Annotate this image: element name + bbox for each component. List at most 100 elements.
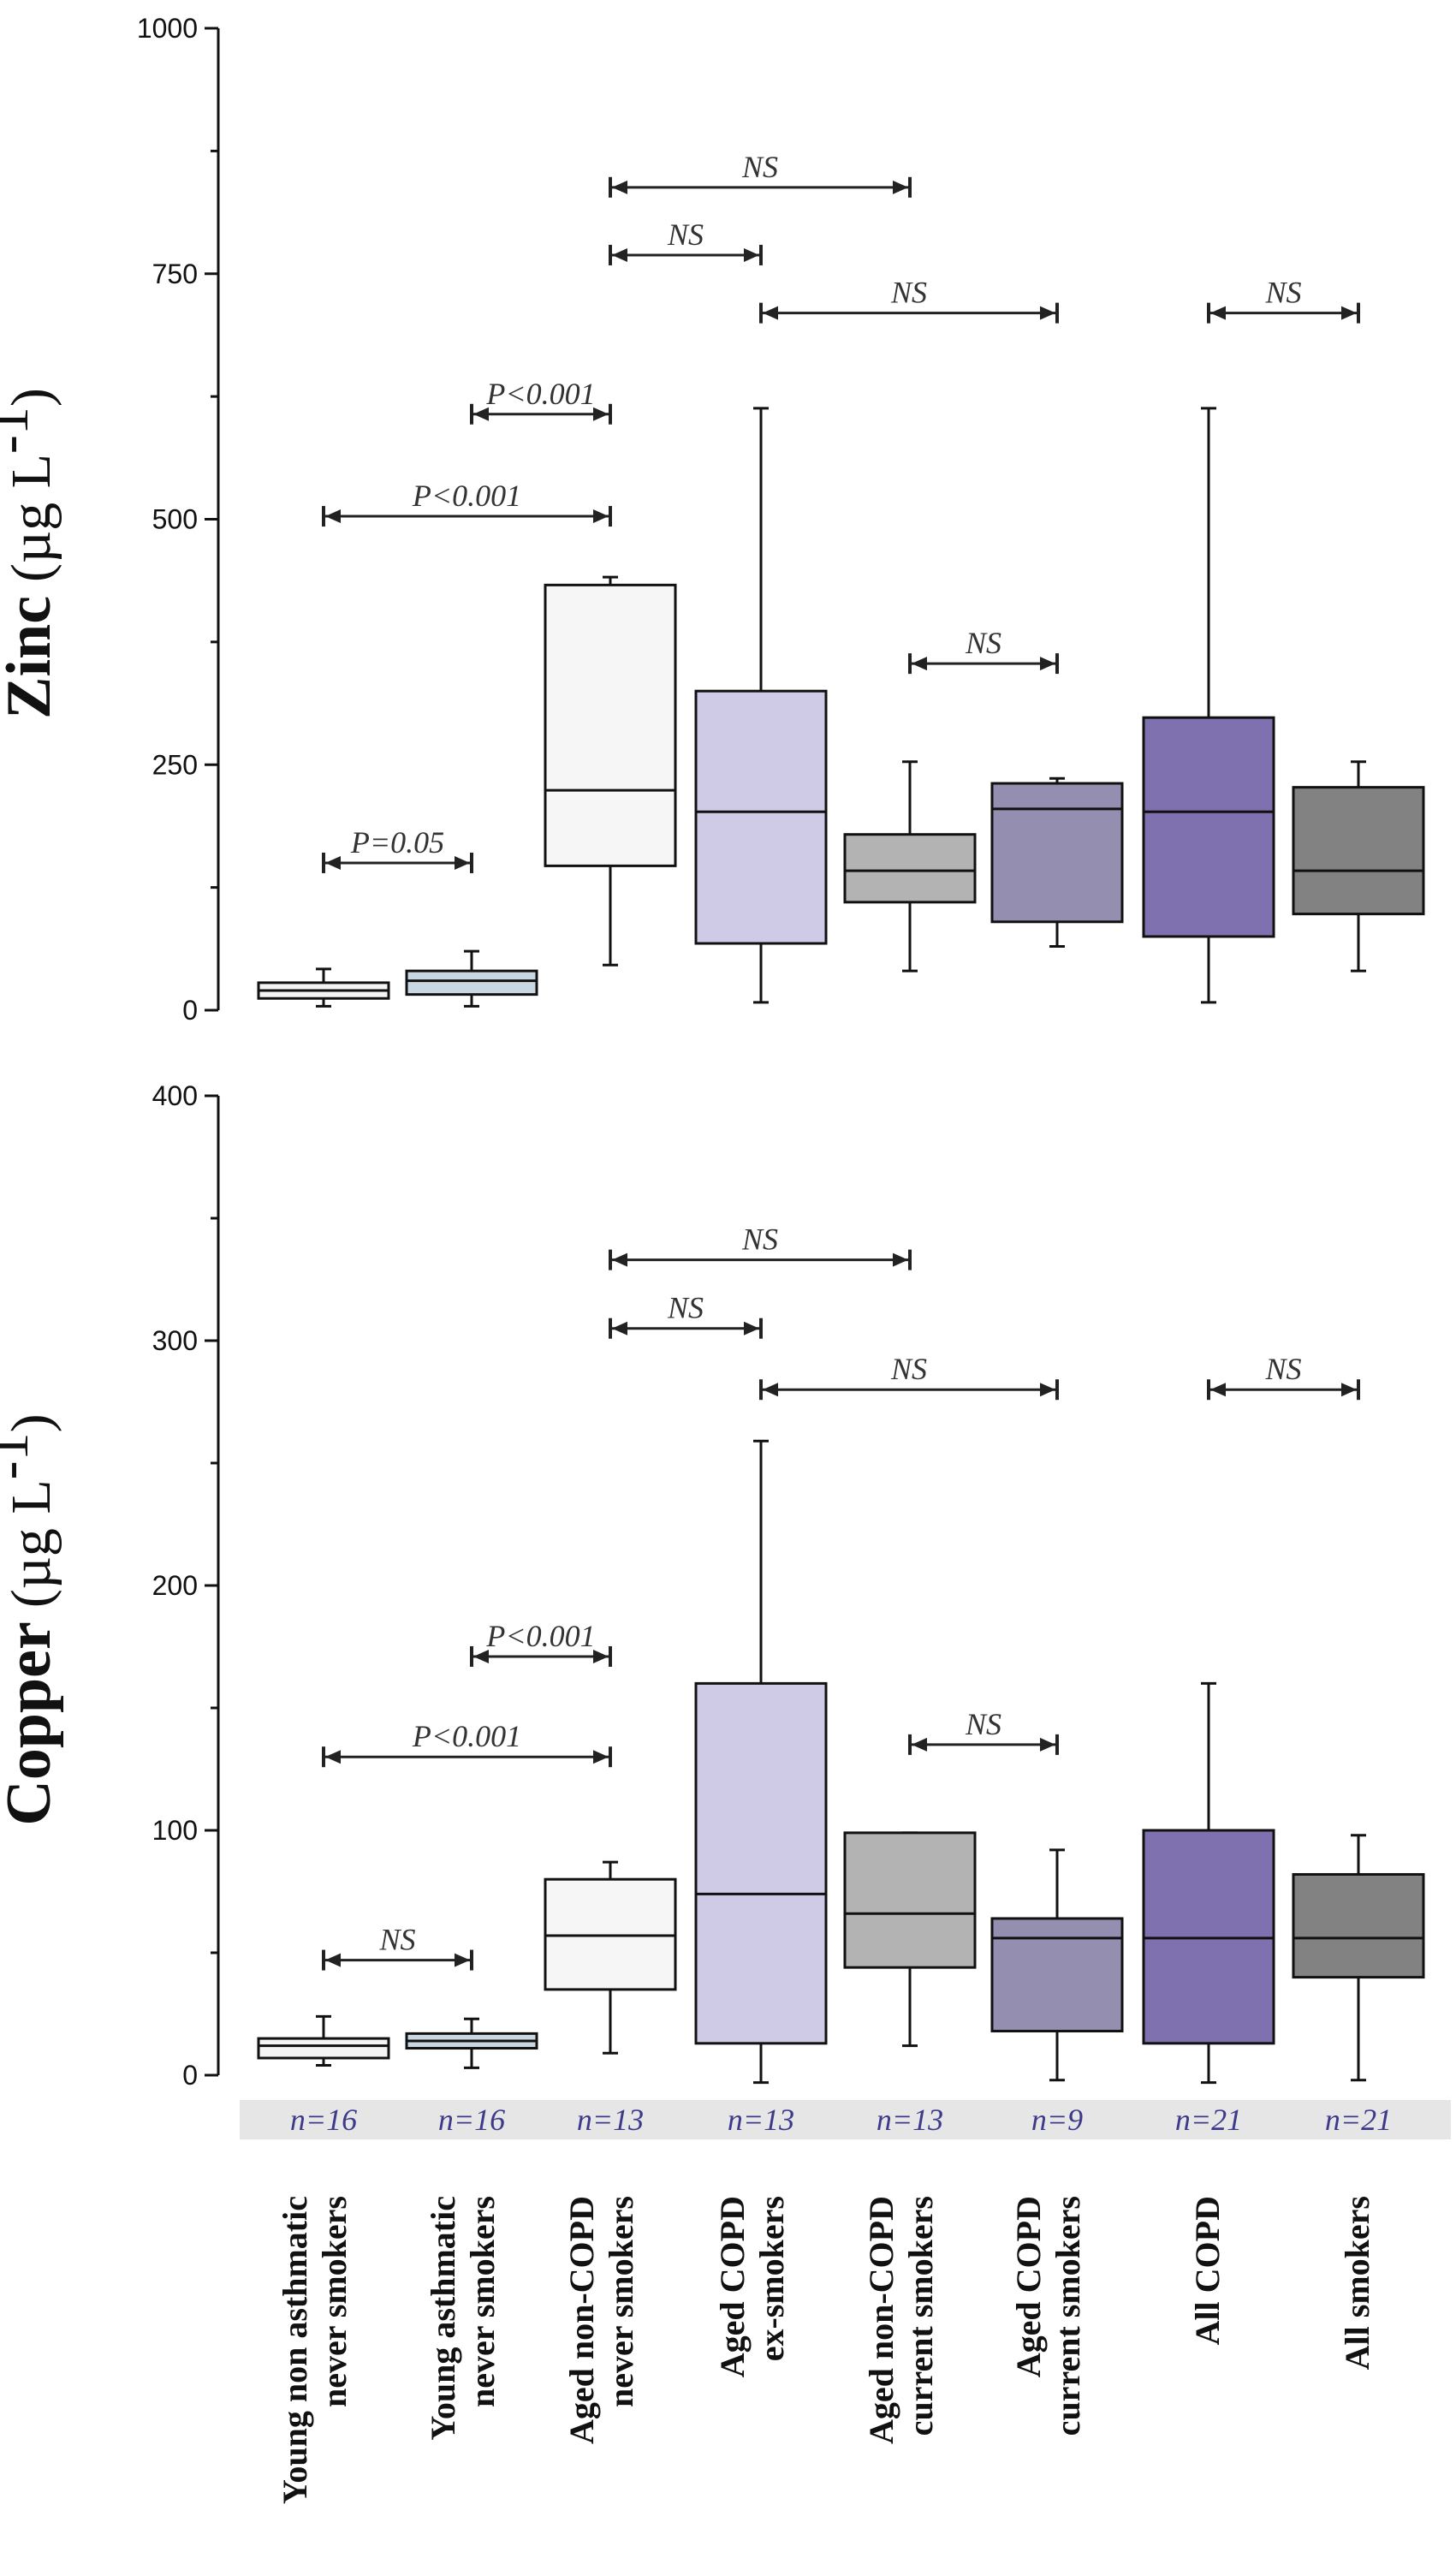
comparison-5: NS	[761, 276, 1057, 324]
y-tick-label: 0	[182, 2060, 198, 2091]
significance-label: NS	[741, 1223, 778, 1257]
bracket-arrow	[1341, 306, 1357, 320]
group-annotations: n=16Young non asthmatic never smokersn=16…	[240, 2100, 1451, 2504]
y-axis-label-superscript: -1	[0, 1432, 40, 1479]
category-label-line2: never smokers	[315, 2196, 354, 2407]
y-axis-label-unit: (µg L	[0, 1479, 62, 1608]
bracket-arrow	[1040, 1383, 1055, 1396]
category-label-line2: current smokers	[901, 2196, 940, 2436]
bracket-arrow	[893, 1253, 908, 1267]
category-label-line2: current smokers	[1049, 2196, 1087, 2436]
comparison-3: NS	[610, 217, 761, 265]
bracket-arrow	[325, 856, 341, 870]
significance-label: NS	[890, 276, 927, 310]
y-axis-label-unit: (µg L	[0, 454, 62, 582]
box-6	[1144, 1683, 1274, 2082]
y-axis-label-name: Zinc	[0, 596, 64, 719]
y-axis-label-superscript: -1	[0, 407, 40, 454]
y-tick-label: 400	[152, 1080, 198, 1111]
significance-label: NS	[890, 1352, 927, 1386]
comparison-2: P<0.001	[472, 1619, 610, 1667]
box-iqr	[845, 835, 975, 902]
comparison-4: NS	[610, 1223, 910, 1270]
category-label: Aged COPD	[713, 2196, 752, 2377]
group-n-label: n=16	[290, 2103, 357, 2137]
box-3	[696, 408, 826, 1002]
significance-label: NS	[378, 1923, 415, 1957]
significance-label: P<0.001	[412, 1719, 521, 1753]
comparison-7: NS	[1209, 276, 1358, 324]
y-axis-label-name: Copper	[0, 1621, 64, 1825]
significance-label: P=0.05	[350, 825, 444, 860]
box-7	[1293, 1835, 1423, 2080]
y-tick-label: 500	[152, 504, 198, 535]
significance-label: NS	[667, 1291, 704, 1325]
box-0	[259, 969, 389, 1007]
bracket-arrow	[612, 181, 627, 194]
bracket-arrow	[763, 1383, 778, 1396]
group-n-label: n=21	[1175, 2103, 1242, 2137]
bracket-arrow	[593, 1750, 609, 1764]
y-axis-label: Copper (µg L-1)	[0, 1413, 64, 1825]
box-iqr	[845, 1833, 975, 1967]
group-n-label: n=16	[438, 2103, 505, 2137]
comparison-1: P<0.001	[324, 1719, 610, 1767]
bracket-arrow	[1040, 306, 1055, 320]
box-iqr	[1293, 1874, 1423, 1977]
box-2	[545, 577, 675, 965]
comparison-4: NS	[610, 150, 910, 198]
box-4	[845, 762, 975, 971]
box-6	[1144, 408, 1274, 1002]
bracket-arrow	[912, 1738, 927, 1752]
box-4	[845, 1833, 975, 2046]
y-tick-label: 750	[152, 259, 198, 289]
bracket-arrow	[593, 408, 609, 421]
box-7	[1293, 762, 1423, 971]
significance-label: P<0.001	[412, 479, 521, 513]
significance-label: P<0.001	[485, 1619, 595, 1653]
box-iqr	[1144, 717, 1274, 937]
significance-label: NS	[965, 626, 1001, 660]
significance-label: NS	[965, 1707, 1001, 1741]
box-5	[992, 1850, 1122, 2080]
bracket-arrow	[763, 306, 778, 320]
bracket-arrow	[1210, 306, 1226, 320]
y-tick-label: 250	[152, 749, 198, 780]
bracket-arrow	[744, 248, 759, 262]
y-tick-label: 200	[152, 1570, 198, 1601]
comparison-5: NS	[761, 1352, 1057, 1400]
comparison-3: NS	[610, 1291, 761, 1339]
bracket-arrow	[1040, 657, 1055, 670]
y-tick-label: 100	[152, 1815, 198, 1846]
category-label-line2: never smokers	[463, 2196, 502, 2407]
box-1	[407, 2019, 537, 2067]
bracket-arrow	[325, 509, 341, 523]
comparison-0: NS	[324, 1923, 472, 1971]
bracket-arrow	[593, 1650, 609, 1663]
box-iqr	[545, 585, 675, 866]
category-label: All COPD	[1188, 2196, 1227, 2345]
y-tick-label: 1000	[137, 13, 198, 44]
y-tick-label: 300	[152, 1325, 198, 1356]
y-axis-label-close: )	[0, 388, 62, 407]
bracket-arrow	[325, 1750, 341, 1764]
comparison-7: NS	[1209, 1352, 1358, 1400]
bracket-arrow	[893, 181, 908, 194]
box-iqr	[696, 691, 826, 943]
box-5	[992, 778, 1122, 946]
group-n-label: n=9	[1031, 2103, 1083, 2137]
category-label: Young asthmatic	[424, 2196, 462, 2441]
box-1	[407, 951, 537, 1006]
y-axis-label: Zinc (µg L-1)	[0, 388, 64, 719]
box-iqr	[1293, 788, 1423, 914]
group-n-label: n=13	[728, 2103, 794, 2137]
comparison-0: P=0.05	[324, 825, 472, 873]
category-label: All smokers	[1338, 2196, 1376, 2370]
bracket-arrow	[612, 248, 627, 262]
panel-zinc: 0 250 500 750 1000 Zinc (µg L-1) P=0.05 P<0.001 P…	[0, 13, 1423, 1026]
comparison-1: P<0.001	[324, 479, 610, 526]
box-iqr	[407, 971, 537, 995]
comparison-6: NS	[910, 1707, 1057, 1755]
significance-label: NS	[1264, 276, 1301, 310]
